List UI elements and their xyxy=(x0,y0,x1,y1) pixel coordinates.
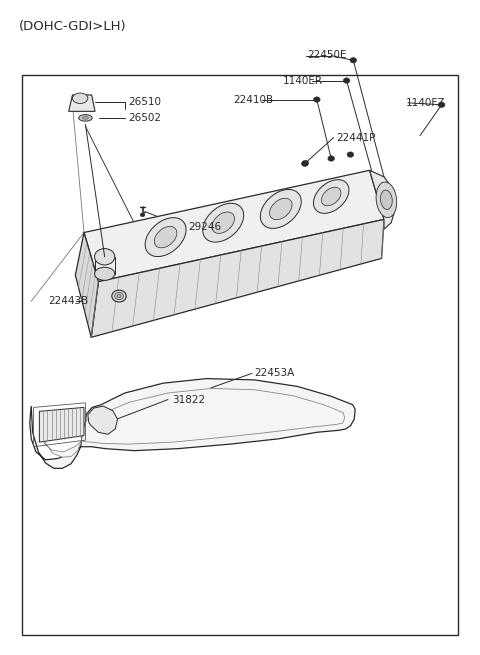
Ellipse shape xyxy=(95,248,115,265)
Ellipse shape xyxy=(155,227,177,248)
Ellipse shape xyxy=(328,156,335,161)
Text: 29246: 29246 xyxy=(189,222,222,233)
Text: 22410B: 22410B xyxy=(233,94,273,105)
Text: 31822: 31822 xyxy=(172,394,205,405)
Ellipse shape xyxy=(347,152,354,157)
Ellipse shape xyxy=(301,161,308,166)
Ellipse shape xyxy=(140,213,145,217)
Ellipse shape xyxy=(270,198,292,219)
Text: 26510: 26510 xyxy=(129,96,162,107)
Ellipse shape xyxy=(145,217,186,257)
Ellipse shape xyxy=(203,203,244,242)
Ellipse shape xyxy=(343,78,350,83)
Ellipse shape xyxy=(302,160,309,166)
Ellipse shape xyxy=(313,97,320,102)
Text: 22441P: 22441P xyxy=(336,132,375,143)
Text: 26502: 26502 xyxy=(129,113,162,123)
Ellipse shape xyxy=(381,190,392,210)
Ellipse shape xyxy=(112,290,126,302)
Polygon shape xyxy=(91,219,384,337)
Ellipse shape xyxy=(212,212,234,233)
Ellipse shape xyxy=(79,115,92,121)
Polygon shape xyxy=(75,233,98,337)
Polygon shape xyxy=(40,388,345,457)
Ellipse shape xyxy=(376,182,396,217)
Ellipse shape xyxy=(350,58,357,63)
Polygon shape xyxy=(39,407,84,442)
Polygon shape xyxy=(30,379,355,468)
Ellipse shape xyxy=(95,267,115,280)
Polygon shape xyxy=(69,95,95,111)
Ellipse shape xyxy=(115,292,123,299)
Ellipse shape xyxy=(260,189,301,229)
Ellipse shape xyxy=(83,117,88,119)
Text: 1140FZ: 1140FZ xyxy=(406,98,445,108)
Ellipse shape xyxy=(438,102,445,107)
Polygon shape xyxy=(370,170,396,229)
Text: 22450E: 22450E xyxy=(307,50,347,60)
Text: 22443B: 22443B xyxy=(48,296,88,307)
Ellipse shape xyxy=(313,179,349,214)
Ellipse shape xyxy=(117,294,121,297)
Text: (DOHC-GDI>LH): (DOHC-GDI>LH) xyxy=(19,20,127,33)
Text: 1140ER: 1140ER xyxy=(283,75,323,86)
Bar xyxy=(22,75,458,635)
Polygon shape xyxy=(88,406,118,434)
Polygon shape xyxy=(84,170,384,282)
Text: 22453A: 22453A xyxy=(254,368,295,379)
Ellipse shape xyxy=(322,187,341,206)
Ellipse shape xyxy=(72,93,88,103)
